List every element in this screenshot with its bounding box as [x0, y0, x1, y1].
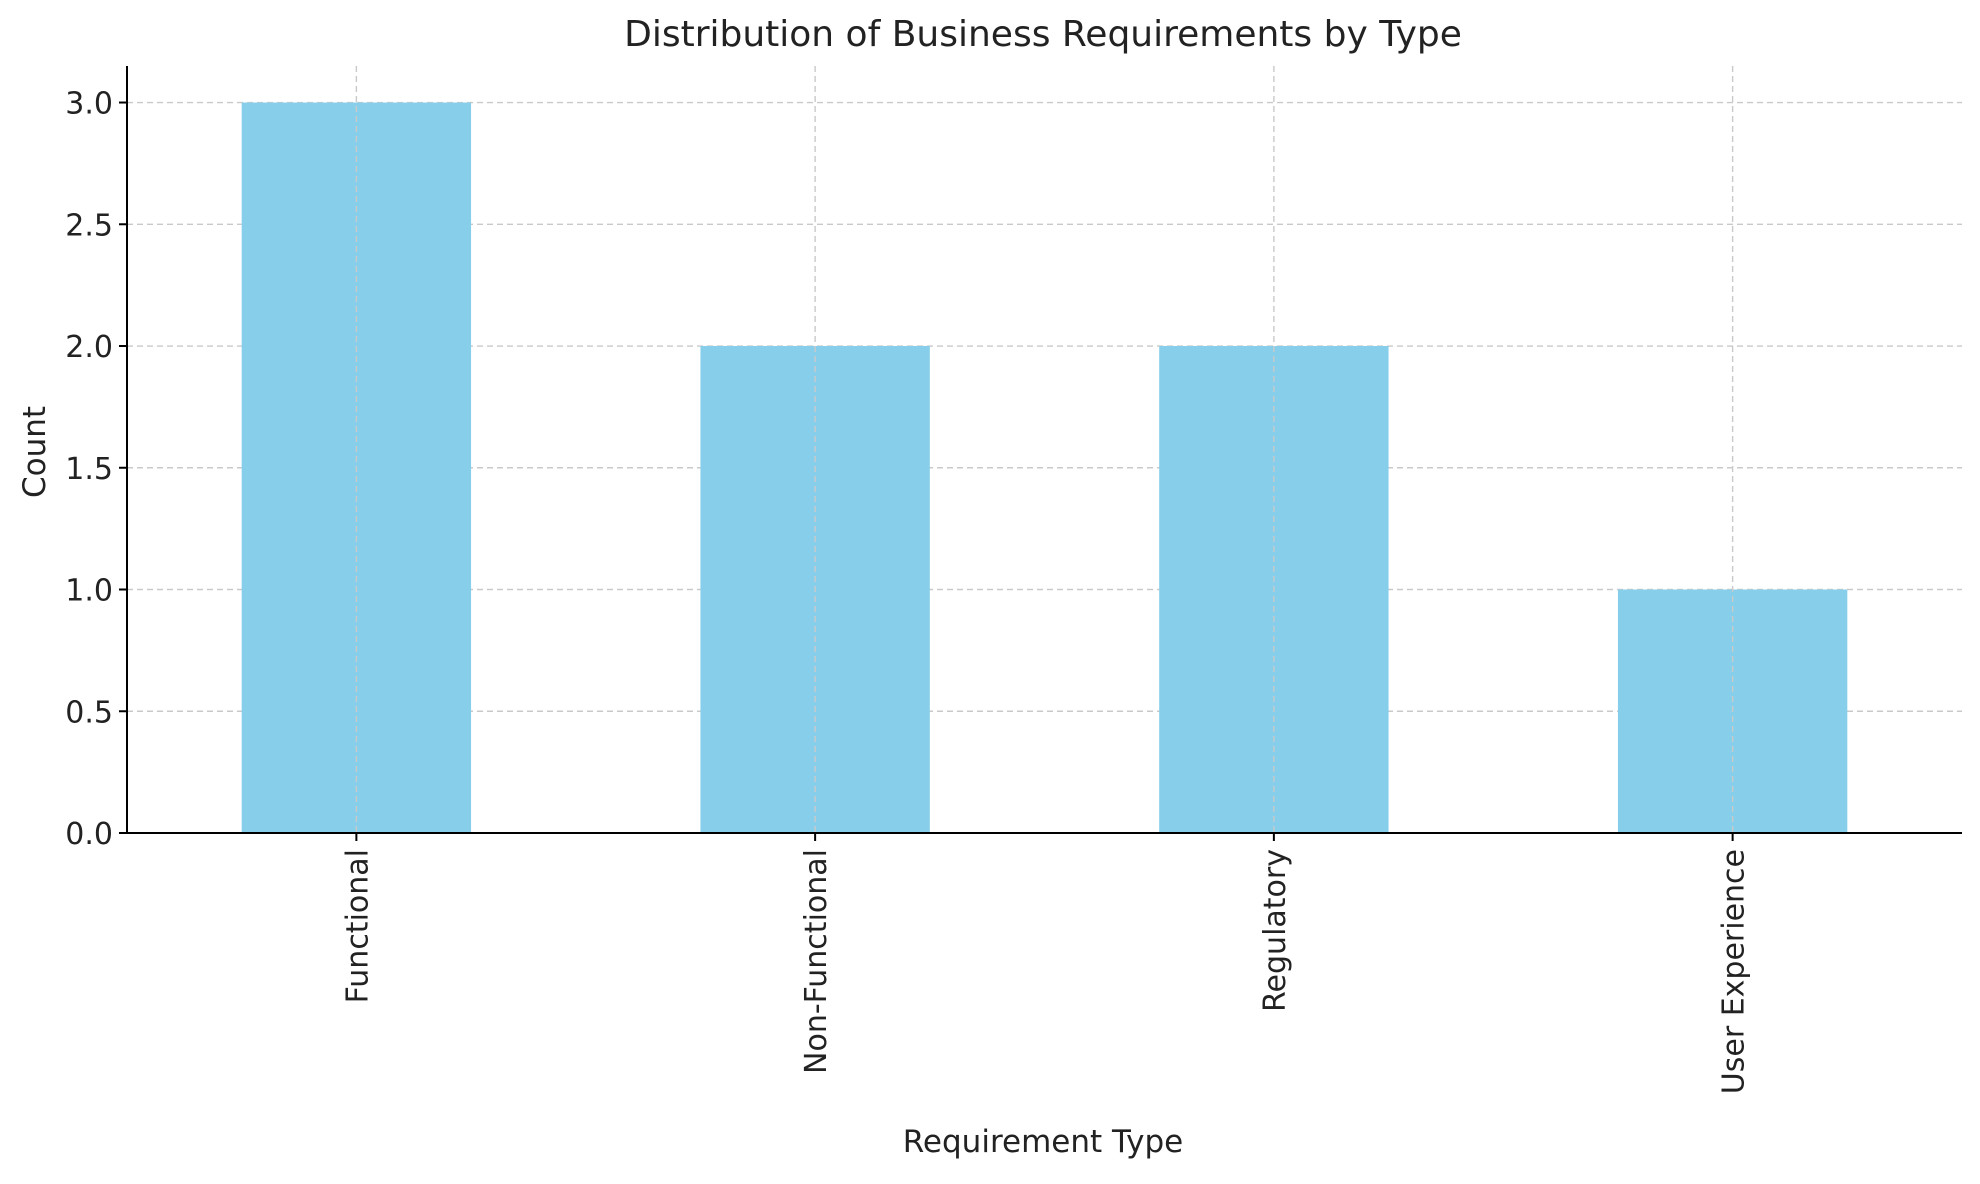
overlay-grid-layer: [355, 66, 1734, 833]
x-axis-label: Requirement Type: [903, 1124, 1183, 1160]
y-tick-label: 0.0: [65, 817, 113, 852]
labels-layer: 0.0 0.5 1.0 1.5 2.0 2.5 3.0 Functional Non-Funct…: [65, 87, 1751, 1095]
x-tick-label: Regulatory: [1258, 849, 1293, 1012]
y-tick-label: 1.5: [65, 452, 113, 487]
y-tick-label: 2.5: [65, 208, 113, 243]
x-tick-label: User Experience: [1717, 849, 1752, 1094]
x-tick-label: Non-Functional: [799, 849, 834, 1074]
y-axis-label: Count: [17, 406, 53, 498]
y-tick-label: 0.5: [65, 695, 113, 730]
y-tick-label: 2.0: [65, 330, 113, 365]
chart-title: Distribution of Business Requirements by…: [624, 14, 1462, 55]
axes-layer: [119, 66, 1962, 841]
x-tick-label: Functional: [340, 849, 375, 1003]
y-tick-label: 3.0: [65, 87, 113, 122]
y-tick-label: 1.0: [65, 574, 113, 609]
